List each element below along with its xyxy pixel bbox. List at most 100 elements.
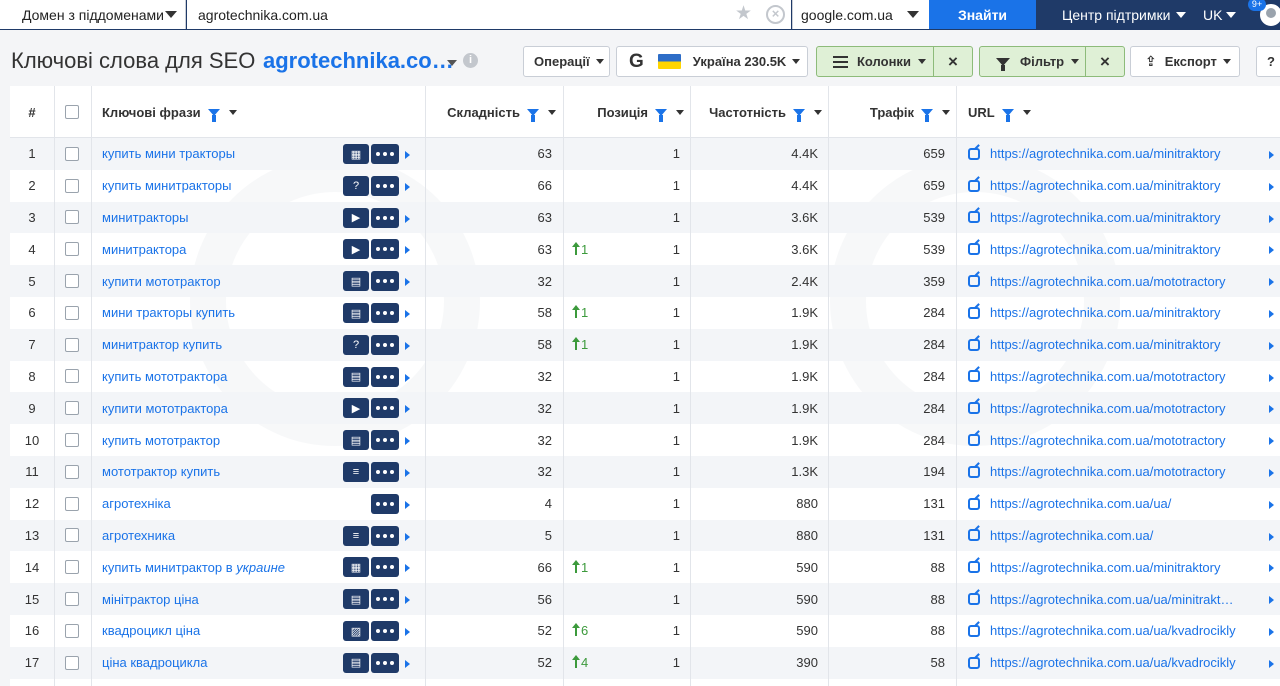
help-button[interactable]: ?	[1256, 46, 1280, 77]
checkbox[interactable]	[65, 337, 79, 352]
row-checkbox[interactable]	[65, 265, 79, 297]
keyword-italic-text[interactable]: украине	[236, 559, 285, 575]
expand-icon[interactable]	[1269, 469, 1274, 477]
external-link-icon[interactable]	[968, 338, 980, 351]
sort-icon[interactable]	[228, 109, 237, 115]
notification-badge[interactable]: 9+	[1248, 0, 1266, 11]
col-header-difficulty[interactable]: Складність	[426, 86, 556, 138]
keyword-link[interactable]: агротехника	[102, 520, 175, 552]
row-checkbox[interactable]	[65, 520, 79, 552]
url-link[interactable]: https://agrotechnika.com.ua/ua/minitrakt…	[968, 583, 1234, 615]
keyword-text[interactable]: минитрактора	[102, 241, 187, 257]
info-icon[interactable]: i	[463, 53, 478, 68]
filter-button[interactable]: Фільтр	[980, 47, 1086, 76]
video-icon[interactable]: ▶	[343, 239, 369, 260]
external-link-icon[interactable]	[968, 306, 980, 319]
external-link-icon[interactable]	[968, 529, 980, 542]
comment-icon[interactable]: ▤	[343, 271, 369, 292]
expand-icon[interactable]	[405, 659, 410, 668]
table-row[interactable]: 10 купить мототрактор ▤ 32 1 1.9K 284 https://a…	[10, 424, 1280, 456]
url-link[interactable]: https://agrotechnika.com.ua/mototractory	[968, 265, 1226, 297]
external-link-icon[interactable]	[968, 593, 980, 606]
search-engine-select[interactable]: google.com.ua	[792, 0, 929, 29]
more-options-button[interactable]	[371, 271, 399, 292]
external-link-icon[interactable]	[968, 402, 980, 415]
expand-icon[interactable]	[1269, 564, 1274, 573]
col-header-position[interactable]: Позиція	[564, 86, 684, 138]
url-link[interactable]: https://agrotechnika.com.ua/ua/	[968, 488, 1171, 520]
col-header-traffic[interactable]: Трафік	[830, 86, 950, 138]
table-row[interactable]: 4 минитрактора ▶ 63 1 1 3.6K 539 https://agrotec…	[10, 233, 1280, 265]
filter-icon[interactable]	[793, 108, 805, 122]
table-row[interactable]: 2 купить минитракторы? 66 1 4.4K 659 https://a…	[10, 170, 1280, 202]
keyword-text[interactable]: агротехніка	[102, 496, 171, 512]
more-options-button[interactable]	[371, 430, 399, 451]
expand-icon[interactable]	[1269, 151, 1274, 159]
columns-reset-button[interactable]: ×	[934, 47, 972, 76]
row-checkbox[interactable]	[65, 615, 79, 647]
external-link-icon[interactable]	[968, 561, 980, 574]
checkbox[interactable]	[65, 369, 79, 384]
keyword-text[interactable]: купити мототрактора	[102, 400, 228, 416]
table-row[interactable]: 14 купить минитрактор в украине ▦ 66 1 1 590 88…	[10, 551, 1280, 583]
more-options-button[interactable]	[371, 366, 399, 387]
table-row[interactable]: 9 купити мототрактора ▶ 32 1 1.9K 284 https://a…	[10, 392, 1280, 425]
checkbox[interactable]	[65, 623, 79, 638]
url-text[interactable]: https://agrotechnika.com.ua/mototractory	[990, 400, 1226, 416]
comment-icon[interactable]: ▤	[343, 652, 369, 673]
external-link-icon[interactable]	[968, 370, 980, 383]
url-text[interactable]: https://agrotechnika.com.ua/minitraktory	[990, 305, 1221, 321]
keyword-text[interactable]: купить мототрактор	[102, 432, 221, 448]
checkbox[interactable]	[65, 655, 79, 670]
checkbox[interactable]	[65, 528, 79, 543]
expand-icon[interactable]	[1269, 310, 1274, 318]
keyword-link[interactable]: купить мототрактора	[102, 361, 227, 393]
expand-icon[interactable]	[1269, 659, 1274, 668]
filter-icon[interactable]	[1001, 108, 1014, 122]
expand-icon[interactable]	[1269, 278, 1274, 287]
url-link[interactable]: https://agrotechnika.com.ua/minitraktory	[968, 329, 1221, 361]
expand-icon[interactable]	[405, 437, 410, 446]
row-checkbox[interactable]	[65, 424, 79, 456]
more-options-button[interactable]	[371, 493, 399, 514]
expand-icon[interactable]	[405, 628, 410, 636]
export-button[interactable]: ⇪ Експорт	[1130, 46, 1240, 77]
expand-icon[interactable]	[405, 469, 410, 477]
url-text[interactable]: https://agrotechnika.com.ua/minitraktory	[990, 146, 1221, 162]
keyword-text[interactable]: мототрактор купить	[102, 464, 221, 480]
checkbox[interactable]	[65, 560, 79, 575]
keyword-link[interactable]: купить мототрактор	[102, 424, 220, 456]
table-row[interactable]: 8 купить мототрактора ▤ 32 1 1.9K 284 https://a…	[10, 361, 1280, 393]
expand-icon[interactable]	[405, 341, 410, 350]
external-link-icon[interactable]	[968, 465, 980, 478]
row-checkbox[interactable]	[65, 233, 79, 265]
table-row[interactable]: 17 ціна квадроцикла ▤ 52 4 1 390 58 https://agro…	[10, 646, 1280, 679]
checkbox[interactable]	[65, 305, 79, 320]
keyword-text[interactable]: ціна квадроцикла	[102, 655, 208, 671]
operations-button[interactable]: Операції	[523, 46, 610, 77]
url-link[interactable]: https://agrotechnika.com.ua/minitraktory	[968, 202, 1221, 234]
table-row[interactable]: 3 минитракторы ▶ 63 1 3.6K 539 https://agrotech…	[10, 201, 1280, 234]
row-checkbox[interactable]	[65, 392, 79, 424]
url-text[interactable]: https://agrotechnika.com.ua/ua/kvadrocik…	[990, 655, 1236, 671]
video-icon[interactable]: ▶	[343, 207, 369, 228]
expand-icon[interactable]	[1269, 373, 1274, 382]
url-link[interactable]: https://agrotechnika.com.ua/mototractory	[968, 424, 1226, 456]
keyword-link[interactable]: минитрактора	[102, 233, 186, 265]
table-row[interactable]: 13 агротехника ≡ 5 1 880 131 https://agrotechni…	[10, 519, 1280, 552]
expand-icon[interactable]	[1269, 532, 1274, 541]
find-button[interactable]: Знайти	[929, 0, 1036, 29]
expand-icon[interactable]	[405, 151, 410, 159]
checkbox[interactable]	[65, 433, 79, 448]
keyword-link[interactable]: минитрактор купить	[102, 329, 222, 361]
keyword-link[interactable]: агротехніка	[102, 488, 171, 520]
more-options-button[interactable]	[371, 334, 399, 355]
more-options-button[interactable]	[371, 652, 399, 673]
expand-icon[interactable]	[405, 246, 410, 255]
external-link-icon[interactable]	[968, 497, 980, 510]
row-checkbox[interactable]	[65, 361, 79, 393]
expand-icon[interactable]	[405, 532, 410, 541]
external-link-icon[interactable]	[968, 147, 980, 160]
expand-icon[interactable]	[1269, 405, 1274, 414]
columns-button[interactable]: Колонки	[817, 47, 934, 76]
